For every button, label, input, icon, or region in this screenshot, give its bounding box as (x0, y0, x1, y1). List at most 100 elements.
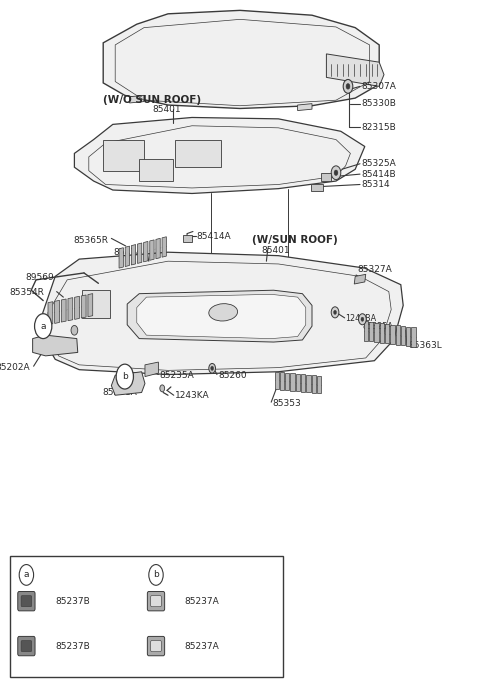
Circle shape (116, 364, 133, 389)
Circle shape (209, 363, 216, 373)
Text: 85353: 85353 (273, 399, 301, 408)
Circle shape (19, 565, 34, 585)
Polygon shape (162, 237, 167, 257)
Circle shape (211, 366, 214, 370)
FancyBboxPatch shape (151, 641, 161, 652)
Text: b: b (122, 372, 128, 381)
Polygon shape (144, 241, 148, 262)
Text: 85201A: 85201A (103, 388, 137, 397)
Polygon shape (296, 374, 300, 391)
Polygon shape (290, 373, 295, 390)
Text: (W/SUN ROOF): (W/SUN ROOF) (252, 235, 338, 245)
Circle shape (343, 79, 353, 93)
Ellipse shape (209, 303, 238, 321)
Polygon shape (33, 335, 78, 356)
Text: (W/O SUN ROOF): (W/O SUN ROOF) (103, 95, 201, 105)
FancyBboxPatch shape (18, 591, 35, 611)
Polygon shape (156, 238, 160, 258)
Circle shape (334, 310, 336, 314)
Polygon shape (364, 321, 368, 341)
Polygon shape (390, 325, 395, 344)
Text: 1244BA: 1244BA (346, 314, 377, 323)
Polygon shape (137, 243, 142, 263)
Text: 85330B: 85330B (361, 99, 396, 108)
Polygon shape (88, 294, 93, 316)
Text: a: a (24, 570, 29, 580)
Polygon shape (380, 323, 384, 343)
Text: 85414: 85414 (241, 292, 269, 302)
Polygon shape (130, 95, 144, 103)
Polygon shape (150, 240, 154, 261)
Polygon shape (369, 322, 373, 341)
Polygon shape (74, 296, 79, 319)
Text: 85235A: 85235A (159, 370, 194, 380)
FancyBboxPatch shape (18, 636, 35, 656)
Polygon shape (280, 372, 284, 390)
Circle shape (331, 307, 339, 318)
Polygon shape (301, 375, 305, 392)
Polygon shape (317, 376, 321, 393)
Text: 89569: 89569 (25, 273, 54, 283)
Circle shape (334, 170, 338, 176)
Polygon shape (74, 117, 365, 193)
Text: 85414A: 85414A (197, 231, 231, 241)
Bar (82, 290, 110, 318)
Bar (139, 159, 173, 181)
Polygon shape (111, 372, 145, 395)
Polygon shape (411, 328, 416, 347)
Circle shape (71, 325, 78, 335)
Text: 85260: 85260 (218, 370, 247, 380)
Text: 1243KA: 1243KA (175, 391, 209, 401)
FancyBboxPatch shape (21, 596, 32, 607)
Text: 85401: 85401 (262, 245, 290, 255)
Polygon shape (396, 325, 400, 345)
Text: 85365R: 85365R (73, 236, 108, 245)
Text: 85401: 85401 (153, 104, 181, 114)
Text: 85202A: 85202A (0, 363, 30, 372)
Text: 85325A: 85325A (362, 321, 393, 331)
Bar (103, 140, 144, 171)
Polygon shape (374, 323, 379, 342)
Polygon shape (306, 375, 311, 392)
Polygon shape (81, 295, 86, 318)
Circle shape (359, 314, 366, 325)
FancyBboxPatch shape (147, 591, 165, 611)
Circle shape (331, 166, 341, 180)
Polygon shape (145, 362, 158, 377)
Text: 85414B: 85414B (361, 169, 396, 179)
Polygon shape (275, 372, 279, 389)
Polygon shape (312, 375, 316, 392)
Circle shape (346, 84, 350, 89)
Polygon shape (137, 294, 306, 339)
Text: 85237A: 85237A (185, 596, 219, 606)
Text: 85363L: 85363L (408, 341, 442, 350)
Polygon shape (354, 274, 366, 284)
FancyBboxPatch shape (10, 556, 283, 677)
Bar (183, 235, 192, 242)
Polygon shape (103, 10, 379, 108)
Polygon shape (61, 299, 66, 322)
Polygon shape (132, 245, 136, 265)
Polygon shape (42, 252, 403, 375)
Polygon shape (125, 246, 130, 267)
Circle shape (361, 317, 364, 321)
Polygon shape (55, 301, 60, 323)
Polygon shape (401, 326, 405, 346)
Text: 85307A: 85307A (361, 82, 396, 91)
FancyBboxPatch shape (151, 596, 161, 607)
Text: b: b (153, 570, 159, 580)
Polygon shape (298, 104, 312, 111)
Polygon shape (48, 302, 53, 325)
Circle shape (149, 565, 163, 585)
Bar (321, 173, 331, 181)
Text: 85237B: 85237B (55, 641, 90, 651)
Text: 85314: 85314 (361, 180, 390, 189)
Text: 85354R: 85354R (9, 287, 44, 297)
Bar (175, 140, 221, 167)
Polygon shape (127, 290, 312, 342)
Text: 85245: 85245 (165, 315, 193, 325)
Polygon shape (326, 54, 384, 86)
Polygon shape (385, 324, 389, 343)
Circle shape (160, 385, 165, 392)
Text: 85325A: 85325A (361, 159, 396, 169)
